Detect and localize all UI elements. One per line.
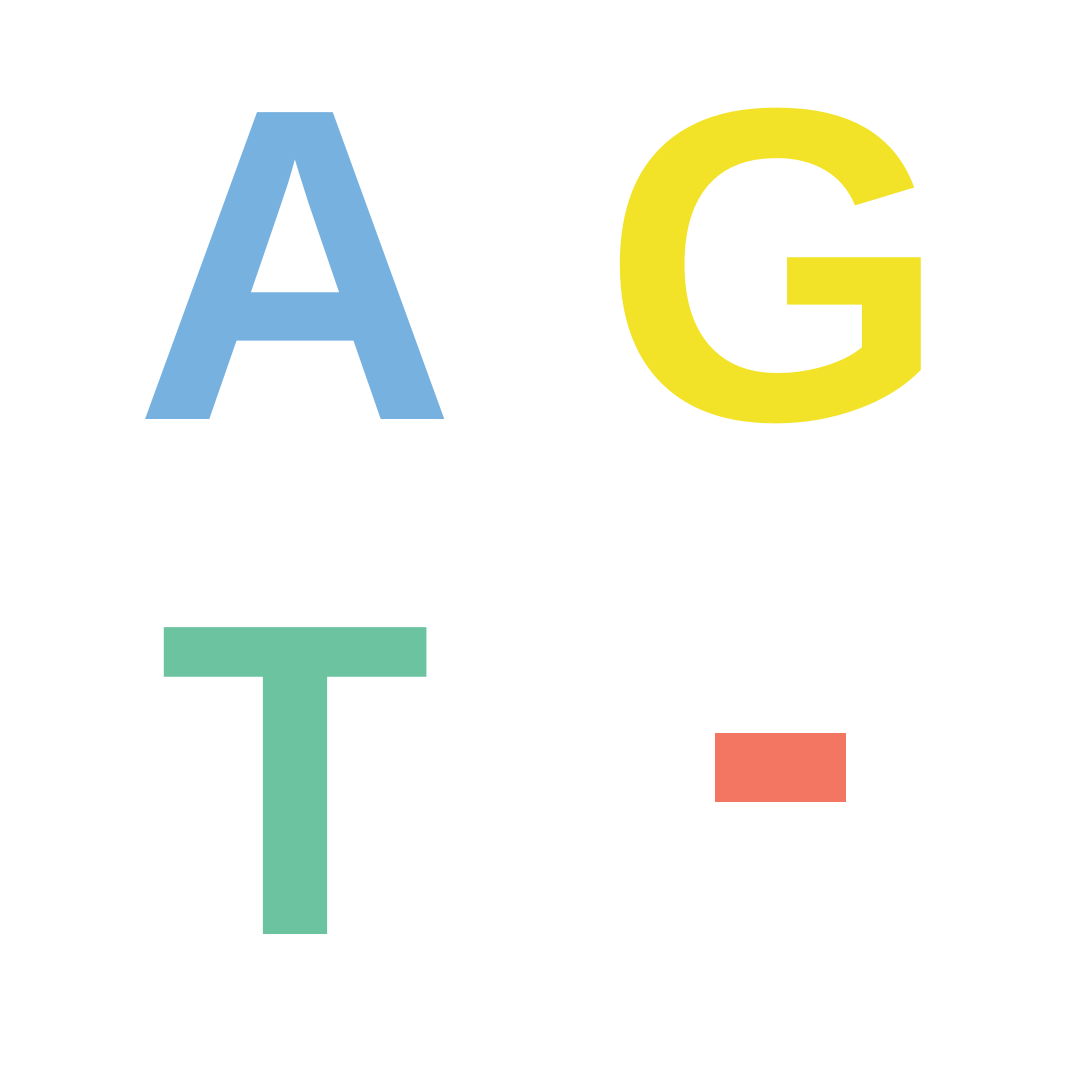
letter-a: A (133, 15, 457, 514)
dash-cell: - (580, 585, 970, 975)
dash-mark (715, 733, 846, 802)
letter-g: G (601, 15, 949, 514)
letter-t: T (158, 530, 432, 1029)
